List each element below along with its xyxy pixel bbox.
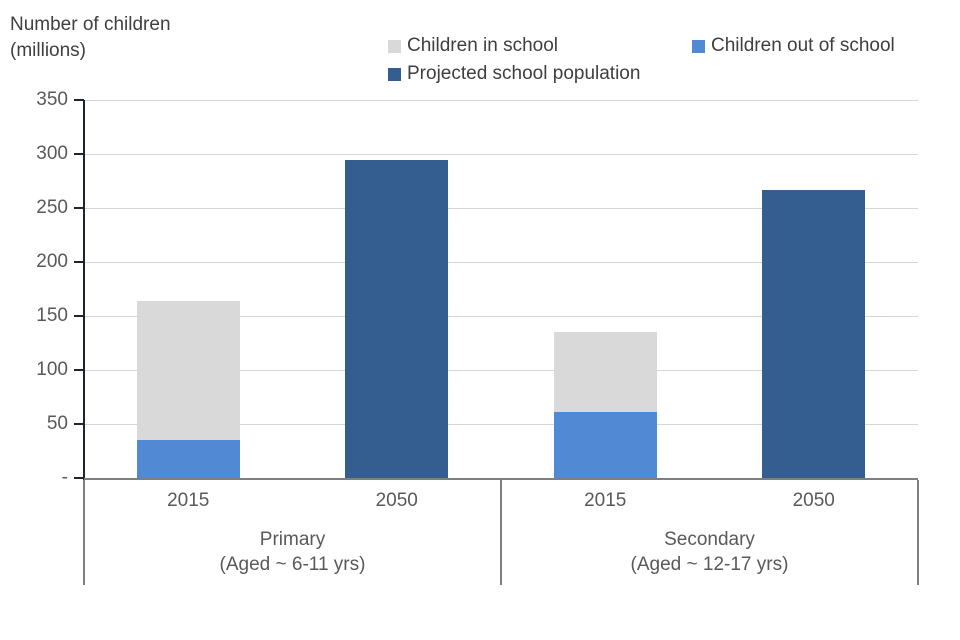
gridline — [84, 423, 918, 425]
category-box-divider — [917, 480, 919, 585]
y-axis-tick — [74, 207, 84, 209]
legend-label: Children out of school — [711, 35, 895, 56]
legend-item: Children out of school — [692, 35, 895, 57]
legend-marker-projected-school-population — [388, 67, 401, 81]
y-axis-tick — [74, 423, 84, 425]
y-tick-label: 200 — [36, 251, 68, 272]
group-label-ages: (Aged ~ 12-17 yrs) — [630, 554, 789, 575]
y-tick-label: 300 — [36, 143, 68, 164]
y-axis-title: Number of children (millions) — [10, 12, 171, 64]
gridline — [84, 207, 918, 209]
gridline — [84, 261, 918, 263]
y-axis-tick — [74, 477, 84, 479]
year-label: 2015 — [167, 490, 210, 511]
bar-segment-projected-school-population — [345, 160, 449, 478]
y-axis-tick — [74, 315, 84, 317]
group-label-name: Primary — [259, 529, 326, 550]
legend-item: Projected school population — [388, 63, 640, 85]
y-axis-tick — [74, 99, 84, 101]
y-axis-tick — [74, 153, 84, 155]
y-tick-label: 250 — [36, 197, 68, 218]
gridline — [84, 153, 918, 155]
y-tick-label: 100 — [36, 359, 68, 380]
legend-label: Children in school — [407, 35, 559, 56]
bar-segment-children-out-of-school — [136, 440, 240, 478]
x-axis-baseline — [84, 478, 918, 480]
legend-label: Projected school population — [407, 63, 641, 84]
y-axis-line — [83, 100, 85, 480]
gridline — [84, 315, 918, 317]
y-axis-tick — [74, 369, 84, 371]
category-box-divider — [500, 480, 502, 585]
group-label: Secondary (Aged ~ 12-17 yrs) — [550, 527, 870, 577]
year-label: 2015 — [584, 490, 627, 511]
bar-segment-children-in-school — [136, 300, 240, 441]
group-label-ages: (Aged ~ 6-11 yrs) — [219, 554, 366, 575]
y-axis-tick — [74, 261, 84, 263]
group-label-name: Secondary — [664, 529, 755, 550]
group-label: Primary (Aged ~ 6-11 yrs) — [133, 527, 453, 577]
y-tick-label: 350 — [36, 89, 68, 110]
category-box-divider — [83, 480, 85, 585]
gridline — [84, 369, 918, 371]
gridline — [84, 99, 918, 101]
y-tick-label: - — [61, 467, 68, 488]
legend-item: Children in school — [388, 35, 558, 57]
bar-segment-projected-school-population — [762, 189, 866, 478]
bar-segment-children-in-school — [553, 332, 657, 413]
year-label: 2050 — [375, 490, 418, 511]
legend-marker-children-in-school — [388, 39, 401, 53]
y-tick-label: 50 — [46, 413, 68, 434]
y-axis-title-line2: (millions) — [10, 40, 86, 61]
y-tick-label: 150 — [36, 305, 68, 326]
year-label: 2050 — [792, 490, 835, 511]
legend-marker-children-out-of-school — [692, 39, 705, 53]
bar-segment-children-out-of-school — [553, 412, 657, 478]
y-axis-title-line1: Number of children — [10, 14, 171, 35]
